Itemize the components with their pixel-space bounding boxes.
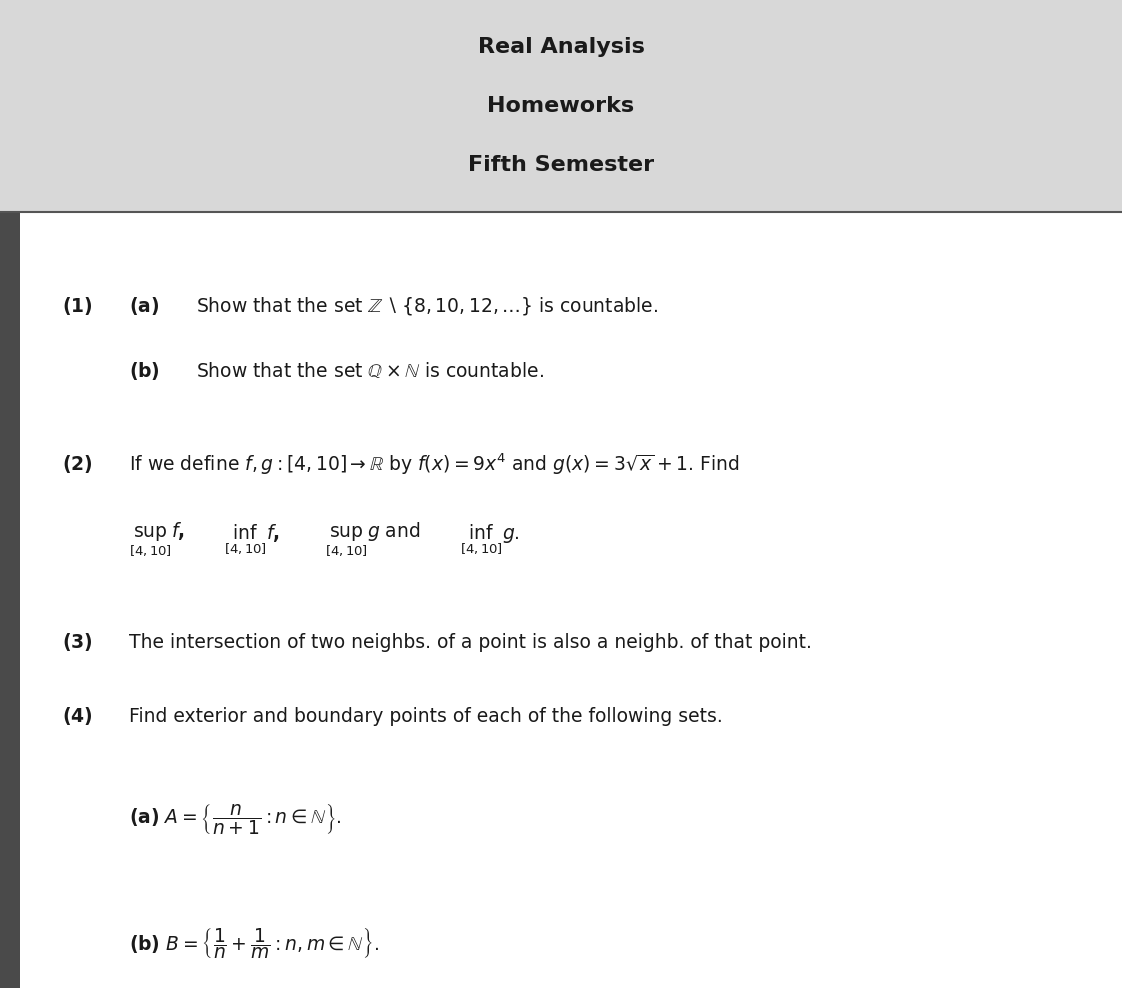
Text: $\underset{[4,10]}{\inf} g.$: $\underset{[4,10]}{\inf} g.$ <box>460 522 519 555</box>
Text: $\mathbf{(a)}\ A = \left\{\dfrac{n}{n+1} : n \in \mathbb{N}\right\}.$: $\mathbf{(a)}\ A = \left\{\dfrac{n}{n+1}… <box>129 802 341 838</box>
Text: Real Analysis: Real Analysis <box>478 37 644 57</box>
Text: $\mathbf{(4)}$: $\mathbf{(4)}$ <box>62 705 92 727</box>
Text: $\mathbf{(b)}$: $\mathbf{(b)}$ <box>129 360 160 381</box>
Text: Show that the set $\mathbb{Q} \times \mathbb{N}$ is countable.: Show that the set $\mathbb{Q} \times \ma… <box>196 361 544 380</box>
Text: $\underset{[4,10]}{\sup} f\mathbf{,}$: $\underset{[4,10]}{\sup} f\mathbf{,}$ <box>129 520 185 557</box>
Text: $\mathbf{(a)}$: $\mathbf{(a)}$ <box>129 295 159 317</box>
Text: $\underset{[4,10]}{\inf} f\mathbf{,}$: $\underset{[4,10]}{\inf} f\mathbf{,}$ <box>224 522 280 555</box>
Text: Fifth Semester: Fifth Semester <box>468 155 654 176</box>
Text: $\mathbf{(3)}$: $\mathbf{(3)}$ <box>62 631 92 653</box>
Text: $\mathbf{(b)}\ B = \left\{\dfrac{1}{n} + \dfrac{1}{m} : n, m \in \mathbb{N}\righ: $\mathbf{(b)}\ B = \left\{\dfrac{1}{n} +… <box>129 926 379 961</box>
Text: Show that the set $\mathbb{Z} \setminus \{8,10,12, \ldots \}$ is countable.: Show that the set $\mathbb{Z} \setminus … <box>196 295 659 317</box>
Bar <box>0 212 20 988</box>
Text: If we define $f, g: [4,10] \rightarrow \mathbb{R}$ by $f(x) = 9x^4$ and $g(x) = : If we define $f, g: [4,10] \rightarrow \… <box>129 452 739 477</box>
Text: $\mathbf{(1)}$: $\mathbf{(1)}$ <box>62 295 92 317</box>
Text: $\mathbf{(2)}$: $\mathbf{(2)}$ <box>62 453 92 475</box>
Bar <box>0 212 1122 988</box>
Text: $\underset{[4,10]}{\sup} g$ and: $\underset{[4,10]}{\sup} g$ and <box>325 520 421 557</box>
Text: Homeworks: Homeworks <box>487 96 635 117</box>
Text: The intersection of two neighbs. of a point is also a neighb. of that point.: The intersection of two neighbs. of a po… <box>129 632 812 652</box>
Bar <box>0 0 1122 212</box>
Text: Find exterior and boundary points of each of the following sets.: Find exterior and boundary points of eac… <box>129 706 723 726</box>
